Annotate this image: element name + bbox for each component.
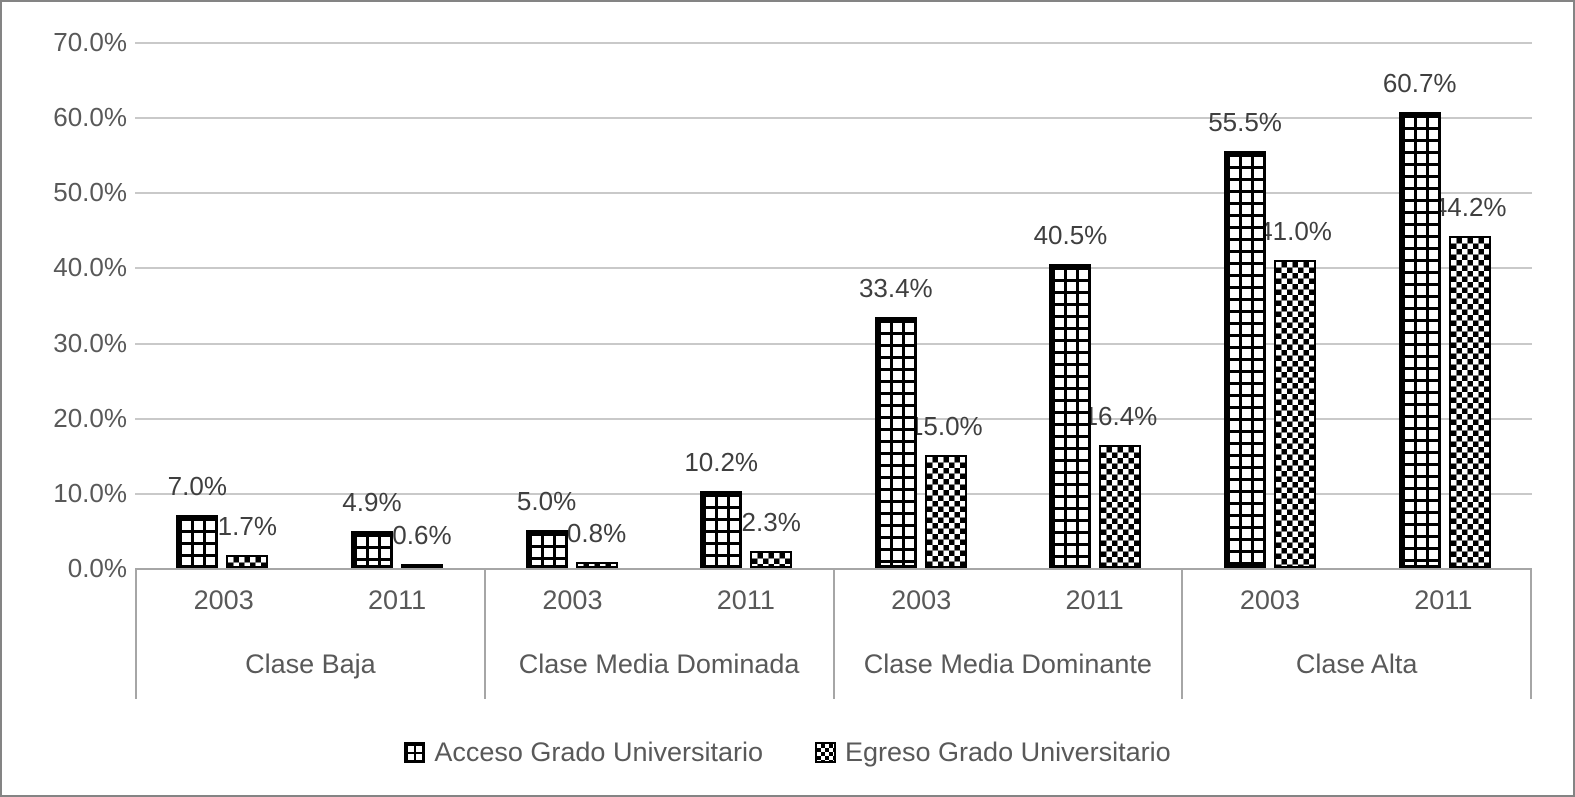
legend-label: Egreso Grado Universitario [845, 736, 1171, 767]
data-label-acceso: 40.5% [1033, 219, 1108, 250]
gridline [135, 342, 1532, 345]
legend-entry: Acceso Grado Universitario [404, 737, 763, 768]
year-label: 2011 [716, 584, 775, 615]
bar-acceso-grado-universitario [1398, 111, 1441, 568]
legend-entry: Egreso Grado Universitario [815, 737, 1171, 768]
bar-acceso-grado-universitario [700, 491, 743, 568]
bar-pair-slot: 4.9% 0.6% [310, 42, 485, 568]
data-label-egreso: 15.0% [908, 411, 983, 442]
y-axis-tick-label: 20.0% [53, 402, 127, 433]
legend: Acceso Grado Universitario Egreso Grado U… [2, 730, 1573, 774]
category-group: 2003 2011 Clase Alta [1183, 570, 1530, 699]
gridline [135, 117, 1532, 120]
data-label-egreso: 1.7% [217, 511, 277, 542]
year-label: 2011 [1065, 584, 1124, 615]
class-group-label: Clase Media Dominante [863, 649, 1152, 679]
bar-egreso-grado-universitario [400, 563, 443, 568]
diamond-pattern-swatch-icon [815, 741, 836, 763]
bar-acceso-grado-universitario [525, 530, 568, 568]
class-group-label: Clase Alta [1295, 649, 1418, 679]
bar-pair-slot: 10.2% 2.3% [659, 42, 834, 568]
y-axis-tick-label: 60.0% [53, 102, 127, 133]
bar-pair-slot: 40.5% 16.4% [1008, 42, 1183, 568]
y-axis-tick-label: 50.0% [53, 177, 127, 208]
data-label-acceso: 33.4% [858, 273, 933, 304]
data-label-egreso: 44.2% [1432, 191, 1507, 222]
y-axis-tick-label: 40.0% [53, 252, 127, 283]
bar-egreso-grado-universitario [1274, 259, 1317, 568]
bar-egreso-grado-universitario [226, 555, 269, 568]
year-label: 2003 [1239, 584, 1300, 615]
data-label-egreso: 2.3% [741, 506, 801, 537]
year-label: 2003 [193, 584, 254, 615]
year-label-row: 2003 2011 [1183, 570, 1530, 630]
gridline [135, 267, 1532, 270]
data-label-acceso: 4.9% [342, 487, 402, 518]
bar-egreso-grado-universitario [575, 562, 618, 568]
gridline [135, 192, 1532, 195]
data-label-acceso: 5.0% [516, 486, 577, 517]
data-label-acceso: 10.2% [684, 447, 759, 478]
bar-acceso-grado-universitario [176, 515, 219, 568]
bar-acceso-grado-universitario [1224, 150, 1267, 568]
year-label: 2011 [1414, 584, 1473, 615]
plot-area: 7.0% 1.7% 4.9% 0.6% 5.0% 0.8% 10.2% 2.3% 33.4% 15… [135, 42, 1532, 568]
bar-pair-slot: 33.4% 15.0% [834, 42, 1009, 568]
data-label-acceso: 60.7% [1382, 67, 1457, 98]
year-label: 2011 [368, 584, 427, 615]
year-label: 2003 [542, 584, 603, 615]
bar-egreso-grado-universitario [1099, 444, 1142, 568]
category-axis: 2003 2011 Clase Baja 2003 2011 Clase Media Do… [135, 568, 1532, 699]
data-label-acceso: 55.5% [1208, 106, 1282, 137]
data-label-acceso: 7.0% [167, 471, 227, 502]
bar-acceso-grado-universitario [874, 317, 917, 568]
bar-egreso-grado-universitario [1448, 235, 1491, 568]
y-axis-tick-label: 30.0% [53, 327, 127, 358]
bar-acceso-grado-universitario [1049, 263, 1092, 568]
bar-egreso-grado-universitario [924, 455, 967, 568]
category-group: 2003 2011 Clase Baja [137, 570, 486, 699]
year-label: 2003 [891, 584, 952, 615]
class-group-label: Clase Media Dominada [518, 649, 800, 679]
gridline [135, 417, 1532, 420]
bar-pair-slot: 55.5% 41.0% [1183, 42, 1358, 568]
y-axis-tick-label: 70.0% [53, 27, 127, 57]
bar-egreso-grado-universitario [750, 550, 793, 568]
category-group: 2003 2011 Clase Media Dominada [486, 570, 835, 699]
y-axis-tick-label: 10.0% [53, 477, 127, 508]
bar-pair-slot: 7.0% 1.7% [135, 42, 310, 568]
data-label-egreso: 0.8% [566, 518, 627, 548]
bar-acceso-grado-universitario [350, 531, 393, 568]
year-label-row: 2003 2011 [486, 570, 833, 630]
legend-label: Acceso Grado Universitario [434, 736, 763, 767]
y-axis-tick-label: 0.0% [67, 553, 127, 583]
data-label-egreso: 0.6% [392, 519, 452, 550]
grid-pattern-swatch-icon [404, 741, 426, 763]
class-group-label: Clase Baja [245, 649, 376, 679]
category-group: 2003 2011 Clase Media Dominante [835, 570, 1184, 699]
gridline [135, 42, 1532, 44]
bar-pair-slot: 60.7% 44.2% [1357, 42, 1532, 568]
data-label-egreso: 41.0% [1258, 215, 1332, 246]
bar-pair-slot: 5.0% 0.8% [484, 42, 659, 568]
year-label-row: 2003 2011 [835, 570, 1182, 630]
data-label-egreso: 16.4% [1083, 400, 1158, 431]
gridline [135, 492, 1532, 495]
year-label-row: 2003 2011 [137, 570, 484, 630]
